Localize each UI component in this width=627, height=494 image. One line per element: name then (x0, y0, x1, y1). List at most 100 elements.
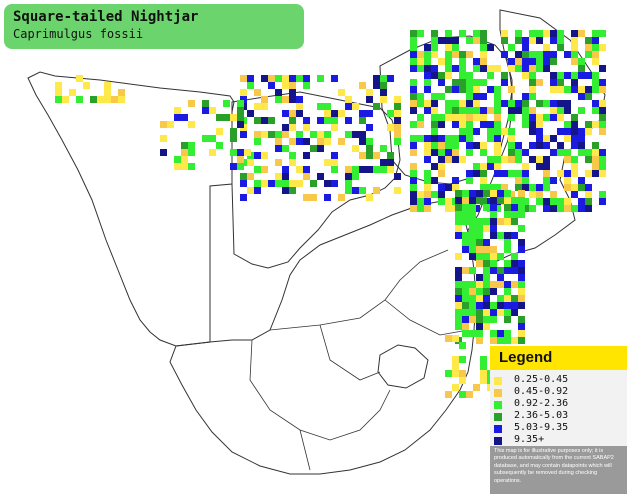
occurrence-cell (518, 288, 525, 295)
legend-swatch (494, 389, 502, 397)
occurrence-cell (445, 142, 452, 149)
occurrence-cell (585, 51, 592, 58)
legend-label: 0.92-2.36 (514, 398, 569, 409)
occurrence-cell (373, 75, 380, 82)
occurrence-cell (445, 149, 452, 156)
occurrence-cell (518, 190, 525, 197)
occurrence-cell (504, 260, 511, 267)
occurrence-cell (380, 82, 387, 89)
occurrence-cell (529, 79, 536, 86)
occurrence-cell (536, 79, 543, 86)
occurrence-cell (394, 138, 401, 145)
occurrence-cell (424, 44, 431, 51)
occurrence-cell (508, 156, 515, 163)
occurrence-cell (445, 391, 452, 398)
occurrence-cell (578, 184, 585, 191)
occurrence-cell (462, 197, 469, 204)
occurrence-cell (410, 198, 417, 205)
occurrence-cell (373, 103, 380, 110)
occurrence-cell (345, 166, 352, 173)
occurrence-cell (261, 75, 268, 82)
occurrence-cell (282, 173, 289, 180)
occurrence-cell (216, 128, 223, 135)
occurrence-cell (417, 100, 424, 107)
occurrence-cell (275, 96, 282, 103)
occurrence-cell (473, 100, 480, 107)
occurrence-cell (585, 184, 592, 191)
occurrence-cell (469, 225, 476, 232)
occurrence-cell (452, 114, 459, 121)
legend-swatch (494, 401, 502, 409)
occurrence-cell (515, 149, 522, 156)
occurrence-cell (445, 184, 452, 191)
occurrence-cell (522, 72, 529, 79)
occurrence-cell (268, 117, 275, 124)
occurrence-cell (571, 205, 578, 212)
occurrence-cell (254, 131, 261, 138)
occurrence-cell (431, 135, 438, 142)
occurrence-cell (459, 58, 466, 65)
occurrence-cell (160, 149, 167, 156)
occurrence-cell (174, 156, 181, 163)
occurrence-cell (599, 191, 606, 198)
occurrence-cell (247, 173, 254, 180)
occurrence-cell (497, 309, 504, 316)
occurrence-cell (438, 79, 445, 86)
occurrence-cell (494, 170, 501, 177)
occurrence-cell (571, 163, 578, 170)
occurrence-cell (585, 149, 592, 156)
occurrence-cell (438, 58, 445, 65)
occurrence-cell (366, 124, 373, 131)
occurrence-cell (261, 103, 268, 110)
occurrence-cell (282, 180, 289, 187)
occurrence-cell (550, 205, 557, 212)
occurrence-cell (452, 121, 459, 128)
occurrence-cell (571, 58, 578, 65)
occurrence-cell (487, 184, 494, 191)
occurrence-cell (508, 135, 515, 142)
occurrence-cell (490, 281, 497, 288)
occurrence-cell (511, 302, 518, 309)
occurrence-cell (536, 30, 543, 37)
occurrence-cell (483, 204, 490, 211)
occurrence-cell (352, 145, 359, 152)
occurrence-cell (424, 177, 431, 184)
occurrence-cell (324, 131, 331, 138)
occurrence-cell (578, 149, 585, 156)
occurrence-cell (459, 86, 466, 93)
occurrence-cell (282, 124, 289, 131)
occurrence-cell (282, 166, 289, 173)
occurrence-cell (331, 110, 338, 117)
occurrence-cell (522, 149, 529, 156)
occurrence-cell (564, 51, 571, 58)
occurrence-cell (387, 159, 394, 166)
occurrence-cell (445, 86, 452, 93)
occurrence-cell (476, 295, 483, 302)
occurrence-cell (380, 75, 387, 82)
occurrence-cell (455, 288, 462, 295)
occurrence-cell (515, 184, 522, 191)
occurrence-cell (324, 110, 331, 117)
occurrence-cell (462, 309, 469, 316)
occurrence-cell (522, 184, 529, 191)
legend-swatch (494, 437, 502, 445)
occurrence-cell (476, 239, 483, 246)
occurrence-cell (571, 135, 578, 142)
occurrence-cell (352, 187, 359, 194)
occurrence-cell (462, 295, 469, 302)
occurrence-cell (181, 156, 188, 163)
occurrence-cell (529, 191, 536, 198)
occurrence-cell (216, 114, 223, 121)
occurrence-cell (417, 205, 424, 212)
occurrence-cell (518, 330, 525, 337)
occurrence-cell (452, 177, 459, 184)
occurrence-cell (118, 89, 125, 96)
occurrence-cell (578, 72, 585, 79)
occurrence-cell (359, 131, 366, 138)
occurrence-cell (497, 274, 504, 281)
occurrence-cell (237, 156, 244, 163)
occurrence-cell (424, 156, 431, 163)
occurrence-cell (522, 121, 529, 128)
occurrence-cell (592, 100, 599, 107)
occurrence-cell (459, 100, 466, 107)
